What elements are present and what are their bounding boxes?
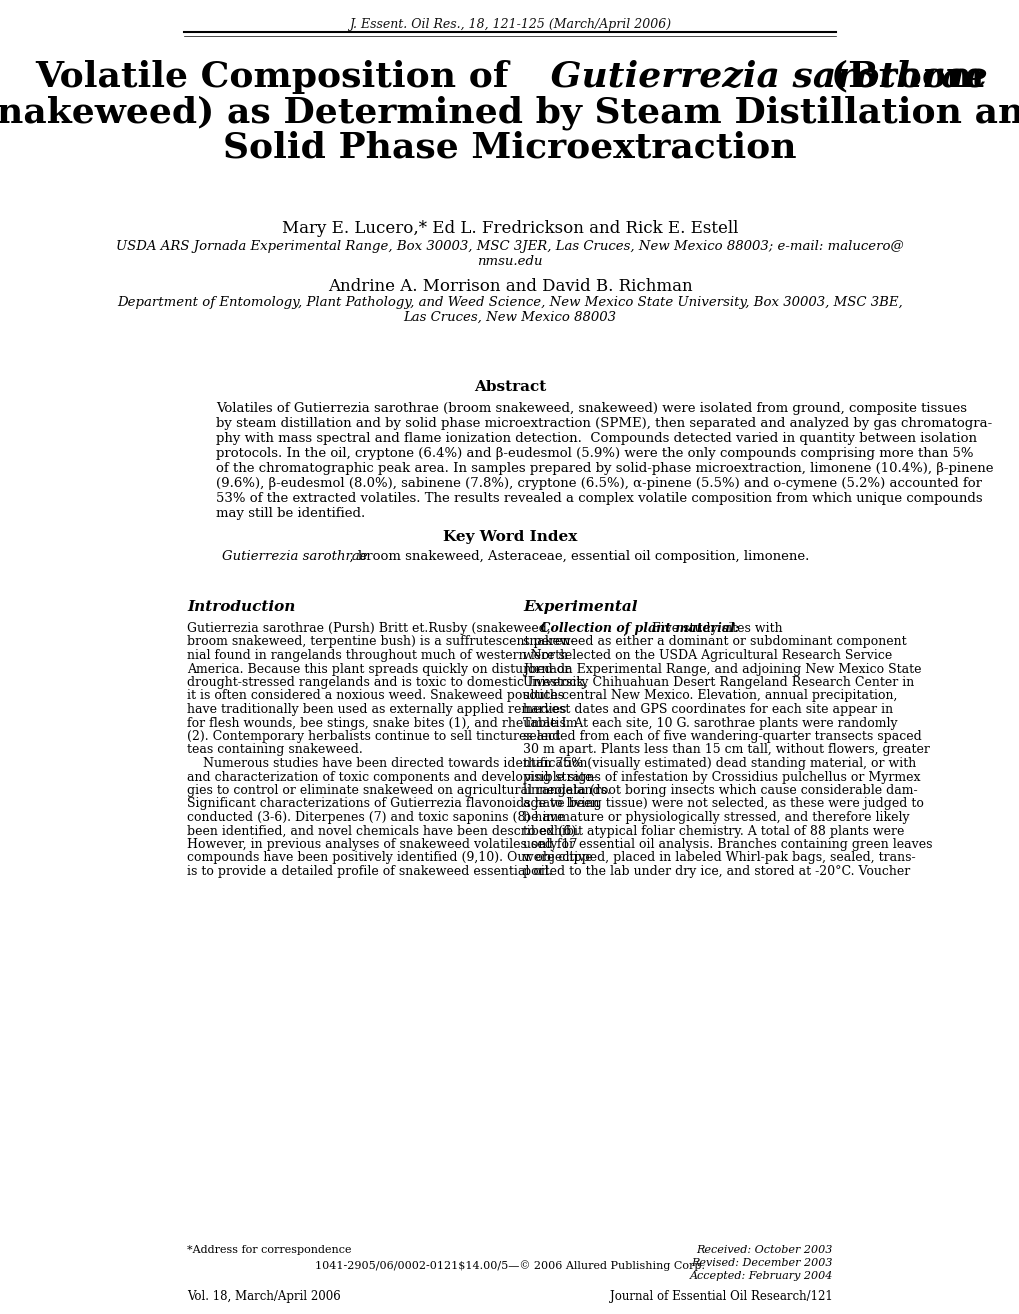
Text: protocols. In the oil, cryptone (6.4%) and β-eudesmol (5.9%) were the only compo: protocols. In the oil, cryptone (6.4%) a… xyxy=(216,447,972,460)
Text: have traditionally been used as externally applied remedies: have traditionally been used as external… xyxy=(186,703,566,716)
Text: Experimental: Experimental xyxy=(523,600,637,614)
Text: is to provide a detailed profile of snakeweed essential oil.: is to provide a detailed profile of snak… xyxy=(186,865,552,878)
Text: Volatiles of Gutierrezia sarothrae (broom snakeweed, snakeweed) were isolated fr: Volatiles of Gutierrezia sarothrae (broo… xyxy=(216,402,966,415)
Text: (9.6%), β-eudesmol (8.0%), sabinene (7.8%), cryptone (6.5%), α-pinene (5.5%) and: (9.6%), β-eudesmol (8.0%), sabinene (7.8… xyxy=(216,477,981,490)
Text: south-central New Mexico. Elevation, annual precipitation,: south-central New Mexico. Elevation, ann… xyxy=(523,690,897,703)
Text: be immature or physiologically stressed, and therefore likely: be immature or physiologically stressed,… xyxy=(523,811,909,824)
Text: visible signs of infestation by Crossidius pulchellus or Myrmex: visible signs of infestation by Crossidi… xyxy=(523,770,919,783)
Text: of the chromatographic peak area. In samples prepared by solid-phase microextrac: of the chromatographic peak area. In sam… xyxy=(216,463,993,474)
Text: Jornada Experimental Range, and adjoining New Mexico State: Jornada Experimental Range, and adjoinin… xyxy=(523,662,920,675)
Text: were selected on the USDA Agricultural Research Service: were selected on the USDA Agricultural R… xyxy=(523,649,892,662)
Text: Key Word Index: Key Word Index xyxy=(442,530,577,544)
Text: used for essential oil analysis. Branches containing green leaves: used for essential oil analysis. Branche… xyxy=(523,838,931,851)
Text: Abstract: Abstract xyxy=(474,380,545,394)
Text: age to living tissue) were not selected, as these were judged to: age to living tissue) were not selected,… xyxy=(523,798,923,811)
Text: Mary E. Lucero,* Ed L. Fredrickson and Rick E. Estell: Mary E. Lucero,* Ed L. Fredrickson and R… xyxy=(281,219,738,237)
Text: ported to the lab under dry ice, and stored at -20°C. Voucher: ported to the lab under dry ice, and sto… xyxy=(523,865,909,878)
Text: than 75% (visually estimated) dead standing material, or with: than 75% (visually estimated) dead stand… xyxy=(523,757,915,770)
Text: selected from each of five wandering-quarter transects spaced: selected from each of five wandering-qua… xyxy=(523,731,921,742)
Text: for flesh wounds, bee stings, snake bites (1), and rheumatism: for flesh wounds, bee stings, snake bite… xyxy=(186,716,577,729)
Text: Collection of plant material:: Collection of plant material: xyxy=(523,622,739,635)
Text: University Chihuahuan Desert Rangeland Research Center in: University Chihuahuan Desert Rangeland R… xyxy=(523,675,913,689)
Text: and characterization of toxic components and developing strate-: and characterization of toxic components… xyxy=(186,770,596,783)
Text: Table I. At each site, 10 G. sarothrae plants were randomly: Table I. At each site, 10 G. sarothrae p… xyxy=(523,716,897,729)
Text: 1041-2905/06/0002-0121$14.00/5—© 2006 Allured Publishing Corp.: 1041-2905/06/0002-0121$14.00/5—© 2006 Al… xyxy=(315,1260,704,1271)
Text: to exhibit atypical foliar chemistry. A total of 88 plants were: to exhibit atypical foliar chemistry. A … xyxy=(523,824,904,837)
Text: USDA ARS Jornada Experimental Range, Box 30003, MSC 3JER, Las Cruces, New Mexico: USDA ARS Jornada Experimental Range, Box… xyxy=(116,240,903,254)
Text: been identified, and novel chemicals have been described (6).: been identified, and novel chemicals hav… xyxy=(186,824,580,837)
Text: 30 m apart. Plants less than 15 cm tall, without flowers, greater: 30 m apart. Plants less than 15 cm tall,… xyxy=(523,744,929,757)
Text: Snakeweed) as Determined by Steam Distillation and: Snakeweed) as Determined by Steam Distil… xyxy=(0,95,1019,130)
Text: conducted (3-6). Diterpenes (7) and toxic saponins (8) have: conducted (3-6). Diterpenes (7) and toxi… xyxy=(186,811,564,824)
Text: Andrine A. Morrison and David B. Richman: Andrine A. Morrison and David B. Richman xyxy=(327,279,692,296)
Text: linneolata (root boring insects which cause considerable dam-: linneolata (root boring insects which ca… xyxy=(523,784,917,798)
Text: nial found in rangelands throughout much of western North: nial found in rangelands throughout much… xyxy=(186,649,568,662)
Text: Journal of Essential Oil Research/121: Journal of Essential Oil Research/121 xyxy=(609,1290,833,1303)
Text: nmsu.edu: nmsu.edu xyxy=(477,255,542,268)
Text: harvest dates and GPS coordinates for each site appear in: harvest dates and GPS coordinates for ea… xyxy=(523,703,893,716)
Text: J. Essent. Oil Res., 18, 121-125 (March/April 2006): J. Essent. Oil Res., 18, 121-125 (March/… xyxy=(348,18,671,32)
Text: compounds have been positively identified (9,10). Our objective: compounds have been positively identifie… xyxy=(186,851,592,865)
Text: However, in previous analyses of snakeweed volatiles only 17: However, in previous analyses of snakewe… xyxy=(186,838,577,851)
Text: may still be identified.: may still be identified. xyxy=(216,507,365,520)
Text: Las Cruces, New Mexico 88003: Las Cruces, New Mexico 88003 xyxy=(404,311,615,325)
Text: gies to control or eliminate snakeweed on agricultural rangelands.: gies to control or eliminate snakeweed o… xyxy=(186,784,610,798)
Text: Revised: December 2003: Revised: December 2003 xyxy=(691,1257,833,1268)
Text: Accepted: February 2004: Accepted: February 2004 xyxy=(689,1271,833,1281)
Text: Vol. 18, March/April 2006: Vol. 18, March/April 2006 xyxy=(186,1290,340,1303)
Text: Department of Entomology, Plant Pathology, and Weed Science, New Mexico State Un: Department of Entomology, Plant Patholog… xyxy=(117,296,902,309)
Text: drought-stressed rangelands and is toxic to domestic livestock,: drought-stressed rangelands and is toxic… xyxy=(186,675,587,689)
Text: broom snakeweed, terpentine bush) is a suffrutescent peren-: broom snakeweed, terpentine bush) is a s… xyxy=(186,636,574,649)
Text: Received: October 2003: Received: October 2003 xyxy=(696,1244,833,1255)
Text: Gutierrezia sarothrae (Pursh) Britt et.Rusby (snakeweed,: Gutierrezia sarothrae (Pursh) Britt et.R… xyxy=(186,622,550,635)
Text: , broom snakeweed, Asteraceae, essential oil composition, limonene.: , broom snakeweed, Asteraceae, essential… xyxy=(221,551,808,562)
Text: America. Because this plant spreads quickly on disturbed or: America. Because this plant spreads quic… xyxy=(186,662,570,675)
Text: snakeweed as either a dominant or subdominant component: snakeweed as either a dominant or subdom… xyxy=(523,636,906,649)
Text: teas containing snakeweed.: teas containing snakeweed. xyxy=(186,744,363,757)
Text: 53% of the extracted volatiles. The results revealed a complex volatile composit: 53% of the extracted volatiles. The resu… xyxy=(216,491,981,505)
Text: phy with mass spectral and flame ionization detection.  Compounds detected varie: phy with mass spectral and flame ionizat… xyxy=(216,432,976,445)
Text: Significant characterizations of Gutierrezia flavonoids have been: Significant characterizations of Gutierr… xyxy=(186,798,599,811)
Text: by steam distillation and by solid phase microextraction (SPME), then separated : by steam distillation and by solid phase… xyxy=(216,417,991,430)
Text: Gutierrezia sarothrae: Gutierrezia sarothrae xyxy=(33,60,986,95)
Text: Volatile Composition of                                           (Broom: Volatile Composition of (Broom xyxy=(36,60,983,95)
Text: it is often considered a noxious weed. Snakeweed poultices: it is often considered a noxious weed. S… xyxy=(186,690,564,703)
Text: Gutierrezia sarothrae: Gutierrezia sarothrae xyxy=(221,551,367,562)
Text: Five study sites with: Five study sites with xyxy=(648,622,783,635)
Text: were clipped, placed in labeled Whirl-pak bags, sealed, trans-: were clipped, placed in labeled Whirl-pa… xyxy=(523,851,915,865)
Text: *Address for correspondence: *Address for correspondence xyxy=(186,1244,352,1255)
Text: Numerous studies have been directed towards identification: Numerous studies have been directed towa… xyxy=(186,757,587,770)
Text: (2). Contemporary herbalists continue to sell tinctures and: (2). Contemporary herbalists continue to… xyxy=(186,731,559,742)
Text: Solid Phase Microextraction: Solid Phase Microextraction xyxy=(223,130,796,164)
Text: Introduction: Introduction xyxy=(186,600,296,614)
